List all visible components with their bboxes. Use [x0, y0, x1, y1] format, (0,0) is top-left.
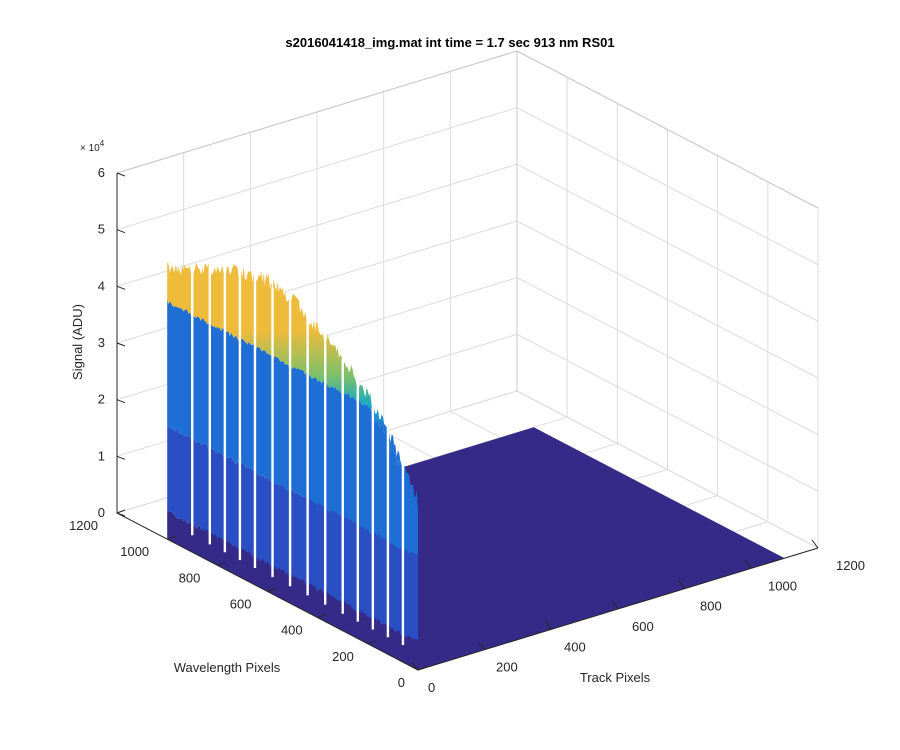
- x-tick: [544, 621, 552, 630]
- x-axis-label: Track Pixels: [580, 670, 651, 685]
- box-edge: [116, 50, 518, 174]
- z-tick: [116, 342, 126, 347]
- x-tick-label: 200: [496, 660, 518, 675]
- grid-line: [516, 333, 819, 492]
- box-edge: [516, 50, 819, 209]
- grid-line: [116, 107, 518, 231]
- y-tick: [317, 614, 326, 619]
- y-tick-label: 200: [332, 649, 354, 664]
- z-tick: [116, 455, 126, 460]
- z-tick: [116, 512, 126, 517]
- z-tick: [116, 399, 126, 404]
- y-tick-label: 1200: [69, 518, 98, 533]
- grid-line: [516, 220, 819, 379]
- z-tick-label: 2: [98, 392, 105, 407]
- x-tick: [811, 539, 819, 549]
- x-tick-label: 1200: [836, 558, 865, 573]
- surface-band-lower: [167, 427, 418, 642]
- z-tick-label: 1: [98, 448, 105, 463]
- z-tick-label: 3: [98, 335, 105, 350]
- x-tick: [744, 560, 752, 569]
- chart-title: s2016041418_img.mat int time = 1.7 sec 9…: [285, 35, 614, 50]
- z-axis-label: Signal (ADU): [70, 304, 85, 380]
- x-tick: [478, 641, 486, 650]
- surface-band-base: [167, 510, 418, 670]
- y-tick: [367, 640, 377, 645]
- x-tick: [611, 600, 619, 610]
- grid-line: [516, 277, 819, 436]
- z-tick-label: 0: [98, 505, 105, 520]
- y-tick-label: 0: [398, 675, 405, 690]
- grid-line: [516, 163, 819, 322]
- z-tick: [116, 229, 126, 234]
- y-tick: [267, 588, 276, 592]
- grid-line: [516, 107, 819, 266]
- x-tick-label: 1000: [768, 578, 797, 593]
- z-tick-label: 6: [98, 165, 105, 180]
- y-axis-label: Wavelength Pixels: [174, 660, 281, 675]
- x-tick: [411, 661, 419, 671]
- y-tick: [116, 509, 126, 514]
- y-tick-label: 1000: [120, 544, 149, 559]
- y-tick: [217, 561, 226, 566]
- x-tick-label: 400: [564, 639, 586, 654]
- z-exponent: × 104: [80, 139, 105, 154]
- axes: 0200400600800100012000200400600800100012…: [69, 165, 865, 695]
- x-tick-label: 800: [700, 599, 722, 614]
- surface: [167, 260, 785, 670]
- x-tick: [678, 580, 686, 589]
- z-tick: [116, 172, 126, 177]
- y-tick-label: 800: [179, 570, 201, 585]
- z-tick-label: 4: [98, 278, 105, 293]
- surface-band-blue: [167, 299, 418, 557]
- grid-line: [116, 163, 518, 287]
- y-tick-label: 600: [230, 597, 252, 612]
- y-tick-label: 400: [281, 623, 303, 638]
- y-tick: [417, 666, 427, 671]
- surface-band-top: [167, 262, 418, 516]
- x-tick-label: 600: [632, 619, 654, 634]
- y-tick: [166, 535, 176, 540]
- z-tick: [116, 285, 126, 290]
- z-tick-label: 5: [98, 222, 105, 237]
- x-tick-label: 0: [428, 680, 435, 695]
